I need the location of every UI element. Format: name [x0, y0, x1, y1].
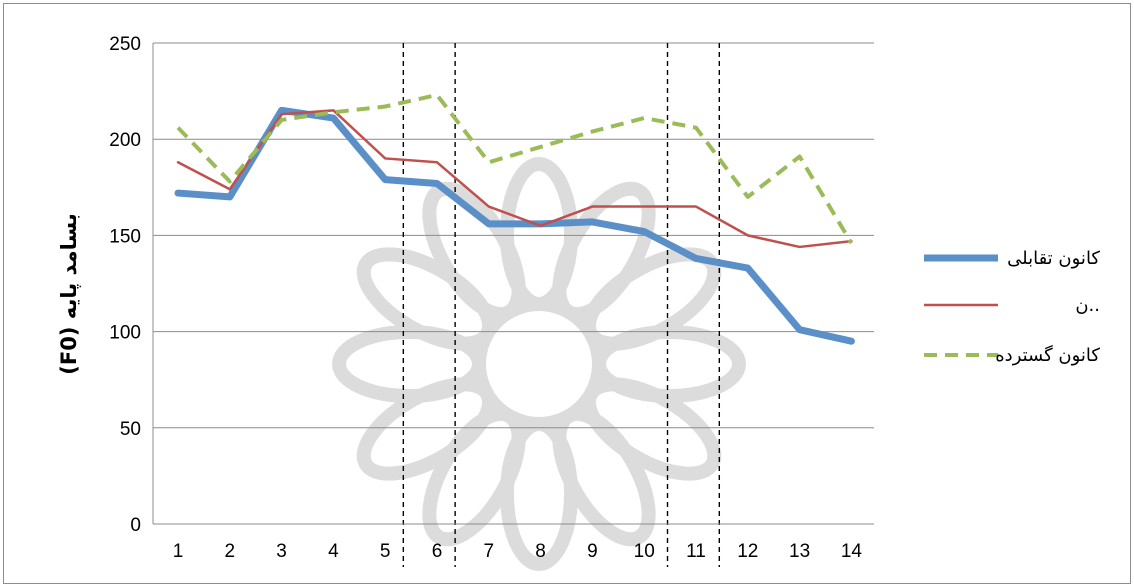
x-tick-label: 11: [686, 541, 706, 562]
y-tick-label: 50: [120, 419, 141, 440]
watermark-center: [472, 297, 606, 431]
gridlines: [153, 42, 874, 429]
x-tick-label: 13: [789, 541, 810, 562]
x-tick-label: 4: [328, 541, 339, 562]
x-tick-label: 7: [484, 541, 495, 562]
series-line-2: [176, 109, 853, 249]
x-tick-label: 2: [225, 541, 236, 562]
x-tick-label: 1: [173, 541, 184, 562]
x-tick-label: 3: [276, 541, 287, 562]
x-tick-label: 8: [535, 541, 546, 562]
legend-label-3: کانون گسترده: [995, 344, 1100, 366]
axes: [152, 43, 874, 525]
y-tick-label: 200: [109, 130, 141, 151]
y-axis-label: بسامد پایه (F0): [57, 213, 81, 374]
y-tick-label: 250: [109, 34, 141, 55]
legend-label-2: ..ن: [1075, 295, 1100, 316]
x-tick-label: 5: [380, 541, 391, 562]
x-tick-labels: 1 2 3 4 5 6 7 8 9 10 11 12 13 14: [173, 541, 863, 562]
legend: کانون تقابلی ..ن کانون گسترده: [924, 248, 1100, 366]
x-tick-label: 10: [634, 541, 655, 562]
chart-frame: 0 50 100 150 200 250 1 2 3 4 5 6 7 8 9 10 11 12 13 14 بسام…: [3, 3, 1131, 584]
y-tick-label: 150: [109, 226, 141, 247]
series-line-1: [174, 106, 855, 345]
series-lines: [174, 92, 855, 345]
x-tick-label: 6: [432, 541, 443, 562]
dashed-vertical-lines: [402, 43, 721, 567]
x-tick-label: 12: [737, 541, 758, 562]
watermark-ornament: [332, 157, 746, 571]
y-tick-label: 0: [130, 515, 141, 536]
x-tick-label: 14: [841, 541, 863, 562]
series-line-3: [176, 92, 854, 245]
x-tick-label: 9: [587, 541, 598, 562]
legend-label-1: کانون تقابلی: [1007, 248, 1100, 269]
y-tick-labels: 0 50 100 150 200 250: [109, 34, 141, 536]
y-tick-label: 100: [109, 323, 141, 344]
